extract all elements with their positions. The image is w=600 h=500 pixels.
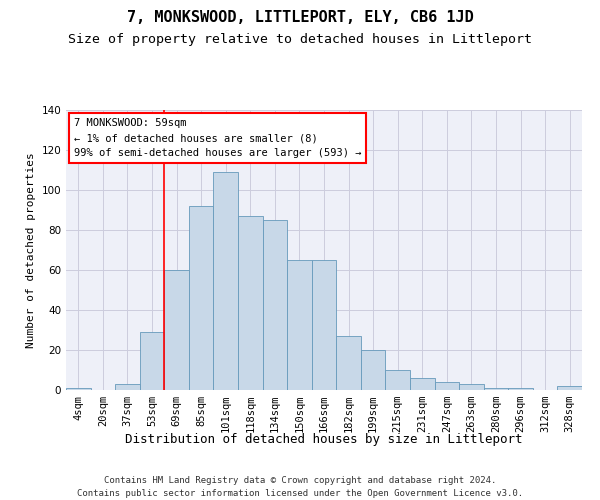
Bar [361, 350, 385, 390]
Bar [238, 216, 263, 390]
Bar [263, 220, 287, 390]
Bar [385, 370, 410, 390]
Text: 7 MONKSWOOD: 59sqm
← 1% of detached houses are smaller (8)
99% of semi-detached : 7 MONKSWOOD: 59sqm ← 1% of detached hous… [74, 118, 361, 158]
Bar [434, 382, 459, 390]
Text: Distribution of detached houses by size in Littleport: Distribution of detached houses by size … [125, 432, 523, 446]
Bar [484, 388, 508, 390]
Bar [66, 388, 91, 390]
Bar [410, 378, 434, 390]
Bar [336, 336, 361, 390]
Bar [164, 270, 189, 390]
Text: Size of property relative to detached houses in Littleport: Size of property relative to detached ho… [68, 32, 532, 46]
Bar [557, 386, 582, 390]
Bar [459, 384, 484, 390]
Bar [508, 388, 533, 390]
Text: 7, MONKSWOOD, LITTLEPORT, ELY, CB6 1JD: 7, MONKSWOOD, LITTLEPORT, ELY, CB6 1JD [127, 10, 473, 25]
Bar [189, 206, 214, 390]
Text: Contains HM Land Registry data © Crown copyright and database right 2024.
Contai: Contains HM Land Registry data © Crown c… [77, 476, 523, 498]
Bar [312, 260, 336, 390]
Bar [214, 172, 238, 390]
Y-axis label: Number of detached properties: Number of detached properties [26, 152, 36, 348]
Bar [287, 260, 312, 390]
Bar [115, 384, 140, 390]
Bar [140, 332, 164, 390]
